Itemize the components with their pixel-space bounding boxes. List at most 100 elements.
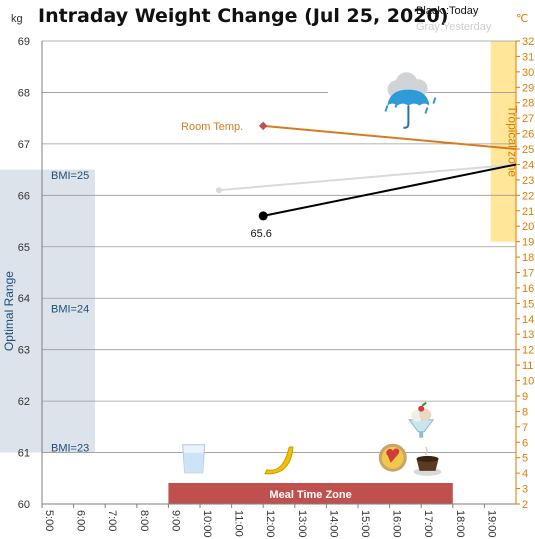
heart-topping — [386, 448, 400, 463]
y-tick-label: 60 — [18, 499, 30, 511]
umbrella-handle — [403, 105, 410, 129]
yesterday-line — [218, 163, 517, 192]
x-tick-label: 9:00 — [169, 510, 181, 531]
y2-tick-label: 2 — [522, 499, 528, 511]
y-tick-label: 67 — [18, 139, 30, 151]
cherry — [418, 405, 425, 412]
bmi-label: BMI=23 — [51, 442, 89, 454]
y2-tick-label: 31 — [522, 51, 534, 63]
dessert-plate-icon — [378, 443, 407, 472]
y2-tick-label: 3 — [522, 484, 528, 496]
y-tick-label: 66 — [18, 190, 30, 202]
x-tick-label: 11:00 — [233, 510, 245, 537]
y-tick-label: 65 — [18, 242, 30, 254]
chart-title: Intraday Weight Change (Jul 25, 2020) — [38, 5, 448, 27]
leaf — [421, 401, 427, 407]
gridlines — [42, 40, 516, 453]
x-tick-label: 6:00 — [75, 510, 87, 531]
y2-tick-label: 15 — [522, 298, 534, 310]
y2-tick-label: 22 — [522, 190, 534, 202]
water-glass-icon — [182, 444, 206, 474]
tropical-zone-band — [490, 41, 516, 242]
y2-tick-label: 6 — [522, 437, 528, 449]
y2-tick-label: 32 — [522, 36, 534, 48]
y-tick-label: 63 — [18, 345, 30, 357]
y2-tick-label: 16 — [522, 283, 534, 295]
y2-tick-label: 14 — [522, 314, 534, 326]
rain-drop — [432, 97, 437, 104]
y2-tick-label: 7 — [522, 422, 528, 434]
bmi-label: BMI=24 — [51, 304, 89, 316]
x-tick-label: 12:00 — [264, 510, 276, 538]
umbrella-canopy — [387, 89, 430, 106]
y-tick-label: 62 — [18, 396, 30, 408]
meal-time-zone-label: Meal Time Zone — [269, 489, 351, 501]
y2-tick-label: 28 — [522, 98, 534, 110]
y2-tick-label: 26 — [522, 129, 534, 141]
y-tick-label: 61 — [18, 448, 30, 460]
y2-tick-label: 18 — [522, 252, 534, 264]
x-tick-label: 16:00 — [391, 510, 403, 538]
steam — [424, 446, 428, 456]
optimal-range-label: Optimal Range — [2, 271, 16, 351]
legend-yesterday: Gray:Yesterday — [416, 21, 492, 33]
y2-tick-label: 12 — [522, 345, 534, 357]
today-start-point — [258, 211, 268, 221]
y2-tick-label: 17 — [522, 268, 534, 280]
rain-drop — [384, 105, 389, 112]
y2-tick-label: 9 — [522, 391, 528, 403]
y2-tick-label: 30 — [522, 67, 534, 79]
icons-group — [182, 72, 442, 476]
y2-axis-unit: ℃ — [516, 13, 528, 25]
scoop — [419, 408, 432, 421]
y2-tick-label: 24 — [522, 159, 534, 171]
y2-tick-label: 29 — [522, 82, 534, 94]
rain-drop — [394, 101, 399, 108]
y2-tick-label: 27 — [522, 113, 534, 125]
y-tick-label: 69 — [18, 36, 30, 48]
cup-top — [416, 455, 439, 462]
glass-water — [183, 452, 204, 473]
y2-tick-label: 21 — [522, 206, 534, 218]
umbrella-icon — [384, 89, 437, 129]
y2-tick-label: 25 — [522, 144, 534, 156]
x-tick-label: 8:00 — [138, 510, 150, 531]
y-tick-label: 68 — [18, 87, 30, 99]
bmi-label: BMI=25 — [51, 170, 89, 182]
y2-tick-label: 5 — [522, 453, 528, 465]
rain-drop — [424, 107, 429, 114]
cup-body — [416, 458, 439, 471]
yesterday-start-point — [215, 187, 222, 194]
today-line — [263, 163, 517, 217]
chocolate-cup-icon — [413, 446, 442, 476]
y2-tick-label: 19 — [522, 237, 534, 249]
axes: 6061626364656667686923456789101112131415… — [18, 36, 535, 538]
x-tick-label: 14:00 — [327, 510, 339, 538]
icon-backdrop — [328, 89, 404, 99]
y2-tick-label: 13 — [522, 329, 534, 341]
x-tick-label: 13:00 — [296, 510, 308, 538]
y2-tick-label: 11 — [522, 360, 533, 372]
room-temp-start-point — [258, 121, 268, 131]
x-tick-label: 5:00 — [43, 510, 55, 531]
banana-body — [264, 446, 294, 475]
stem — [419, 431, 424, 438]
x-tick-label: 15:00 — [359, 510, 371, 538]
x-tick-label: 17:00 — [422, 510, 434, 538]
x-tick-label: 19:00 — [485, 510, 497, 538]
meal-time-zone-band — [168, 483, 453, 504]
today-data-label: 65.6 — [250, 228, 271, 240]
y-tick-label: 64 — [18, 293, 30, 305]
optimal-range-band — [0, 169, 95, 453]
room-temp-line — [263, 124, 517, 151]
y2-tick-label: 20 — [522, 221, 534, 233]
x-tick-label: 18:00 — [454, 510, 466, 538]
cup — [408, 419, 435, 433]
legend-today: Black :Today — [416, 5, 479, 17]
banana-icon — [264, 446, 294, 475]
series-group: Room Temp. 65.6 — [181, 121, 517, 240]
y2-tick-label: 8 — [522, 406, 528, 418]
x-tick-label: 10:00 — [201, 510, 213, 538]
